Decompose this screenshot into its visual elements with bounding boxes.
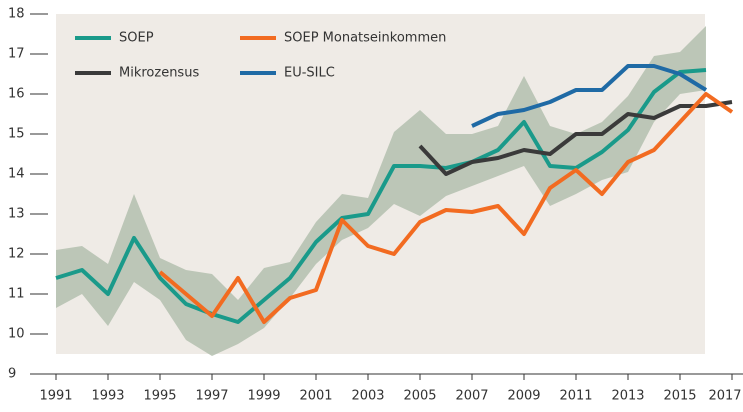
legend-label: SOEP Monatseinkommen: [284, 31, 446, 46]
x-tick-label: 1999: [247, 389, 280, 404]
series-line: [471, 64, 708, 128]
x-tick-label: 2009: [507, 389, 540, 404]
series-line: [418, 100, 733, 176]
y-tick-label: 10: [8, 327, 25, 342]
x-tick-label: 1997: [195, 389, 228, 404]
legend-label: Mikrozensus: [119, 66, 199, 81]
x-tick-label: 2001: [299, 389, 332, 404]
x-tick-label: 2005: [403, 389, 436, 404]
series-line: [55, 68, 707, 324]
series-line: [158, 92, 734, 324]
y-tick-label: 13: [8, 207, 25, 222]
legend-label: SOEP: [119, 31, 154, 46]
x-tick-label: 2017: [708, 389, 741, 404]
legend-label: EU-SILC: [284, 66, 335, 81]
y-tick-label: 16: [8, 87, 25, 102]
y-tick-label: 9: [8, 367, 16, 382]
y-tick-label: 15: [8, 127, 25, 142]
x-tick-label: 1995: [143, 389, 176, 404]
y-tick-label: 14: [8, 167, 25, 182]
x-tick-label: 2003: [351, 389, 384, 404]
x-tick-label: 1993: [91, 389, 124, 404]
x-tick-label: 2015: [663, 389, 696, 404]
y-tick-label: 18: [8, 7, 25, 22]
x-tick-label: 2011: [559, 389, 592, 404]
y-tick-label: 11: [8, 287, 25, 302]
y-tick-label: 17: [8, 47, 25, 62]
y-tick-label: 12: [8, 247, 25, 262]
x-tick-label: 2007: [455, 389, 488, 404]
x-tick-label: 1991: [39, 389, 72, 404]
x-tick-label: 2013: [611, 389, 644, 404]
